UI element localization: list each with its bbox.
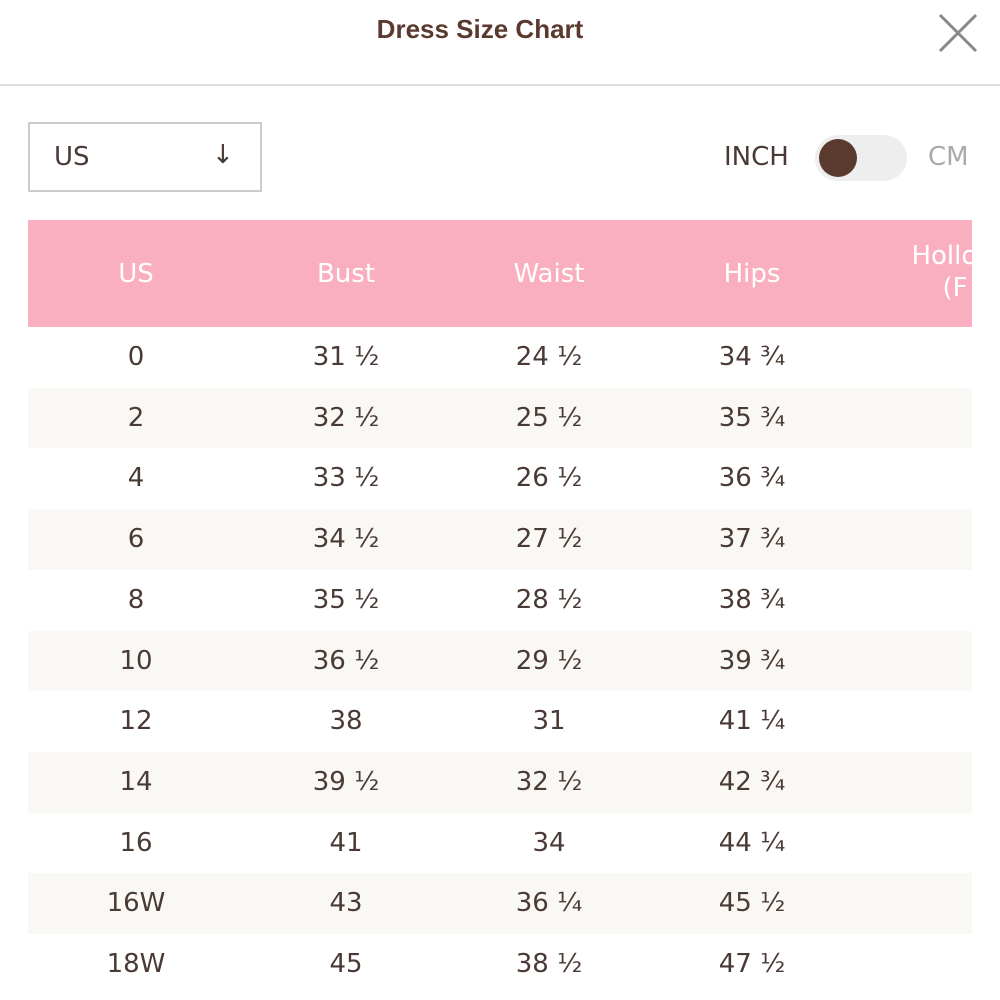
table-cell: 16W [106,888,166,919]
table-cell: 41 ¼ [718,706,786,737]
table-cell: 29 ½ [515,645,583,676]
region-value: US [54,142,90,172]
table-cell: 38 ½ [515,949,583,979]
table-cell: 34 [532,827,566,858]
table-header: US Bust Waist Hips Hollow (F [28,220,972,327]
table-cell: 43 [329,888,363,919]
table-cell: 47 ½ [718,949,786,979]
table-row: 2 32 ½ 25 ½ 35 ¾ [28,387,972,449]
column-header: Waist [513,259,585,289]
table-cell: 0 [127,342,145,372]
table-cell: 6 [127,524,145,555]
table-cell: 28 ½ [515,584,583,615]
table-cell: 2 [127,402,145,433]
table-cell: 37 ¾ [718,524,786,555]
table-cell: 36 ¼ [515,888,583,919]
table-row: 0 31 ½ 24 ½ 34 ¾ [28,327,972,388]
table-cell: 39 ½ [312,766,380,797]
table-cell: 34 ½ [312,524,380,555]
table-cell: 8 [127,584,145,615]
table-cell: 31 ½ [312,342,380,372]
table-cell: 18W [106,949,166,979]
table-row: 14 39 ½ 32 ½ 42 ¾ [28,751,972,813]
table-cell: 10 [119,645,153,676]
table-cell: 35 ½ [312,584,380,615]
table-cell: 14 [119,766,153,797]
table-cell: 36 ½ [312,645,380,676]
table-cell: 4 [127,463,145,494]
close-button[interactable] [938,13,978,53]
table-cell: 45 [329,949,363,979]
table-cell: 38 ¾ [718,584,786,615]
table-cell: 38 [329,706,363,737]
table-row: 12 38 31 41 ¼ [28,691,972,753]
table-row: 18W 45 38 ½ 47 ½ [28,934,972,995]
region-dropdown[interactable]: US ↓ [28,122,262,192]
table-cell: 26 ½ [515,463,583,494]
column-header: Bust [316,259,376,289]
table-cell: 33 ½ [312,463,380,494]
dropdown-arrow: ↓ [212,140,234,170]
table-cell: 24 ½ [515,342,583,372]
unit-toggle[interactable] [815,135,907,181]
size-table: US Bust Waist Hips Hollow (F 0 31 ½ 24 ½ 34 ¾ 2 32… [28,220,972,1000]
column-header: Hips [723,259,781,289]
table-cell: 12 [119,706,153,737]
table-cell: 45 ½ [718,888,786,919]
table-cell: 31 [532,706,566,737]
table-cell: 41 [329,827,363,858]
table-cell: 25 ½ [515,402,583,433]
unit-label: CM [928,142,969,172]
table-row: 10 36 ½ 29 ½ 39 ¾ [28,630,972,692]
table-cell: 39 ¾ [718,645,786,676]
column-header: Hollow (F [911,241,972,303]
table-row: 6 34 ½ 27 ½ 37 ¾ [28,509,972,571]
table-cell: 35 ¾ [718,402,786,433]
divider [0,84,1000,86]
table-cell: 32 ½ [312,402,380,433]
toggle-knob [819,139,857,177]
table-cell: 36 ¾ [718,463,786,494]
table-cell: 32 ½ [515,766,583,797]
title: Dress Size Chart [376,14,584,44]
table-cell: 34 ¾ [718,342,786,372]
table-row: 8 35 ½ 28 ½ 38 ¾ [28,569,972,631]
table-row: 16 41 34 44 ¼ [28,812,972,874]
table-cell: 27 ½ [515,524,583,555]
column-header: US [118,259,154,289]
table-row: 4 33 ½ 26 ½ 36 ¾ [28,448,972,510]
unit-label: INCH [724,142,789,172]
table-row: 16W 43 36 ¼ 45 ½ [28,873,972,935]
table-cell: 44 ¼ [718,827,786,858]
table-cell: 42 ¾ [718,766,786,797]
table-cell: 16 [119,827,153,858]
